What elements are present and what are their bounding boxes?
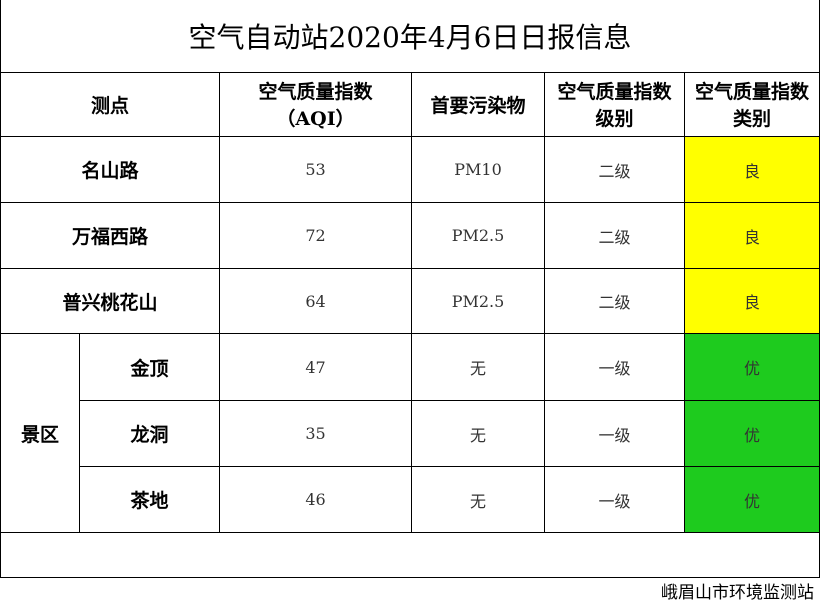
station-text: 茶地: [130, 490, 169, 512]
header-cell: 首要污染物: [412, 72, 545, 137]
blank-row: [0, 533, 820, 578]
level-text: 一级: [598, 359, 631, 378]
aqi-text: 47: [305, 357, 326, 377]
category: 优: [685, 334, 820, 401]
pollutant: 无: [412, 467, 545, 533]
category-text: 优: [743, 425, 760, 445]
header-cell-text: （AQI）: [276, 108, 355, 130]
category-text: 良: [743, 293, 760, 312]
station-text: 龙洞: [130, 424, 169, 446]
station: 茶地: [80, 467, 220, 533]
pollutant-text: 无: [469, 359, 486, 378]
footer: 峨眉山市环境监测站: [661, 583, 814, 603]
header-cell-text: 空气质量指数: [557, 81, 672, 103]
level: 二级: [545, 137, 685, 203]
aqi-text: 64: [305, 291, 326, 311]
group-name-text: 景区: [20, 423, 59, 446]
aqi: 72: [220, 203, 412, 269]
category-text: 优: [743, 359, 760, 378]
station: 普兴桃花山: [0, 269, 220, 334]
pollutant: PM2.5: [412, 203, 545, 269]
station: 龙洞: [80, 401, 220, 467]
station: 金顶: [80, 334, 220, 401]
pollutant-text: PM2.5: [451, 226, 505, 245]
level-text: 一级: [598, 491, 631, 511]
title: 空气自动站2020年4月6日日报信息: [0, 0, 820, 73]
header-cell-text: 测点: [90, 94, 129, 117]
header-cell-text: 首要污染物: [430, 94, 526, 117]
level: 一级: [545, 467, 685, 533]
aqi-text: 46: [305, 490, 326, 509]
header-cell: 空气质量指数 （AQI）: [220, 72, 412, 137]
level-text: 二级: [598, 161, 631, 181]
station-text: 普兴桃花山: [62, 291, 158, 314]
level: 一级: [545, 334, 685, 401]
category: 优: [685, 467, 820, 533]
level: 二级: [545, 203, 685, 269]
header-cell: 空气质量指数 级别: [545, 72, 685, 137]
category-text: 良: [743, 227, 760, 247]
title-text: 空气自动站2020年4月6日日报信息: [188, 21, 632, 54]
pollutant-text: PM2.5: [451, 291, 505, 311]
header-cell: 测点: [0, 72, 220, 137]
pollutant: PM2.5: [412, 269, 545, 334]
aqi: 53: [220, 137, 412, 203]
station-text: 万福西路: [71, 226, 148, 248]
header-cell-text: 类别: [732, 108, 771, 130]
level-text: 二级: [598, 293, 631, 312]
station-text: 名山路: [81, 160, 139, 182]
aqi: 47: [220, 334, 412, 401]
aqi: 35: [220, 401, 412, 467]
header-cell-text: 空气质量指数: [258, 81, 373, 103]
header-cell: 空气质量指数 类别: [685, 72, 820, 137]
category: 良: [685, 137, 820, 203]
station-text: 金顶: [130, 357, 169, 380]
pollutant-text: 无: [469, 491, 486, 511]
station: 万福西路: [0, 203, 220, 269]
aqi: 46: [220, 467, 412, 533]
group-name: 景区: [0, 334, 80, 533]
aqi-text: 72: [305, 226, 326, 245]
pollutant-text: PM10: [454, 160, 502, 179]
level: 二级: [545, 269, 685, 334]
aqi: 64: [220, 269, 412, 334]
category-text: 优: [743, 491, 760, 511]
header-cell-text: 空气质量指数: [694, 81, 809, 103]
category: 良: [685, 203, 820, 269]
pollutant: 无: [412, 401, 545, 467]
header-cell-text: 级别: [595, 108, 634, 130]
pollutant-text: 无: [469, 425, 486, 445]
category: 良: [685, 269, 820, 334]
pollutant: 无: [412, 334, 545, 401]
station: 名山路: [0, 137, 220, 203]
level-text: 二级: [598, 227, 631, 247]
aqi-text: 53: [305, 160, 326, 179]
aqi-text: 35: [305, 424, 326, 443]
level: 一级: [545, 401, 685, 467]
level-text: 一级: [598, 425, 631, 445]
pollutant: PM10: [412, 137, 545, 203]
category: 优: [685, 401, 820, 467]
category-text: 良: [743, 161, 760, 181]
